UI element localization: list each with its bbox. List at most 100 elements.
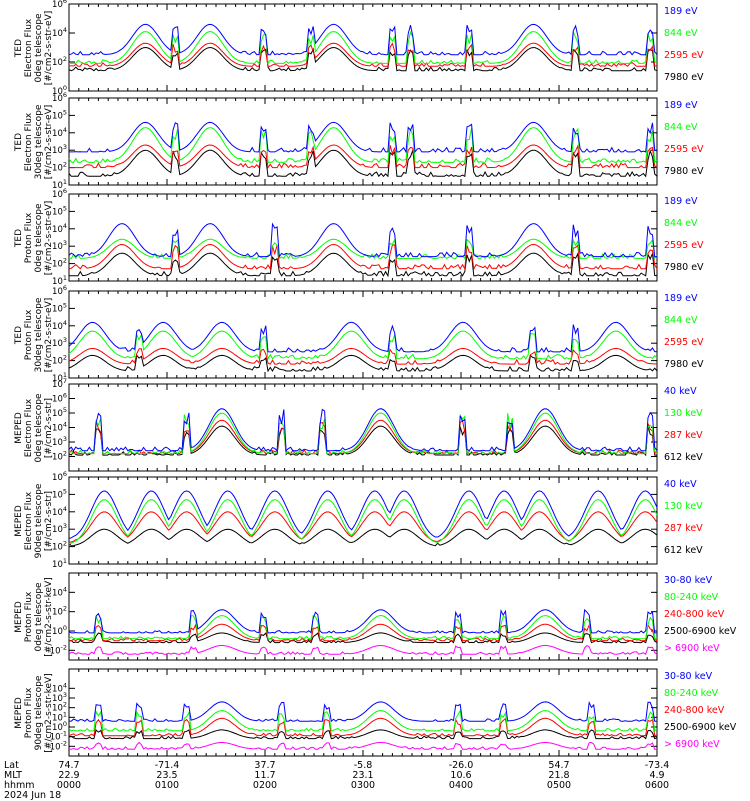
y-tick-label: 102: [52, 55, 67, 68]
legend-entry: 7980 eV: [664, 359, 704, 370]
y-tick-label: 103: [52, 522, 67, 535]
series-line-3-1: [68, 347, 658, 365]
x-tick-label-lat: -71.4: [154, 760, 180, 771]
series-line-5-1: [68, 511, 658, 543]
series-line-4-3: [68, 408, 658, 452]
legend-entry: 7980 eV: [664, 262, 704, 273]
legend-entry: 130 keV: [664, 408, 703, 419]
panel-frame: [68, 668, 658, 757]
series-line-7-4: [68, 700, 657, 723]
ylabel-line: [#/cm2-s-str-eV]: [44, 297, 54, 372]
ylabel-line: 90deg telescope: [34, 483, 44, 558]
x-tick-label-lat: -5.8: [353, 760, 373, 771]
series-line-7-1: [68, 729, 658, 740]
series-line-0-3: [68, 23, 658, 56]
legend-entry: 2595 eV: [664, 144, 704, 155]
x-tick-label-hhmm: 0200: [252, 780, 278, 791]
panel-ylabel: TED Proton Flux 30deg telescope [#/cm2-s-st…: [14, 287, 54, 383]
ylabel-line: Electron Flux: [24, 112, 34, 171]
ylabel-line: Electron Flux: [24, 18, 34, 77]
y-tick-label: 102: [52, 354, 67, 367]
ylabel-line: [#/cm2-s-str-eV]: [44, 104, 54, 179]
legend-entry: 130 keV: [664, 501, 703, 512]
legend-entry: 2500-6900 keV: [664, 722, 737, 733]
series-line-6-0: [68, 644, 658, 655]
y-tick-label: 103: [52, 435, 67, 448]
panel-ylabel: MEPED Electron Flux 90deg telescope [#/cm2-…: [14, 473, 54, 569]
x-axis-row-label: Lat: [4, 760, 19, 771]
legend-entry: 2595 eV: [664, 240, 704, 251]
panel-ylabel: MEPED Proton Flux 0deg telescope [#/cm2-s-s…: [14, 569, 54, 665]
x-tick-label-hhmm: 0100: [154, 780, 180, 791]
series-line-2-2: [68, 238, 658, 260]
x-tick-label-mlt: 21.8: [548, 770, 570, 781]
x-tick-label-lat: -26.0: [448, 760, 474, 771]
x-tick-label-hhmm: 0000: [56, 780, 82, 791]
series-line-6-4: [68, 608, 657, 634]
ylabel-line: [#/cm2-s-str-keV]: [44, 672, 54, 753]
ylabel-line: TED: [14, 325, 24, 344]
legend-entry: 2595 eV: [664, 337, 704, 348]
y-tick-label: 104: [52, 26, 67, 39]
y-tick-label: 105: [52, 406, 67, 419]
x-tick-label-hhmm: 0300: [350, 780, 376, 791]
x-tick-label-mlt: 4.9: [649, 770, 665, 781]
series-line-6-3: [68, 614, 658, 640]
x-tick-label-mlt: 23.5: [156, 770, 178, 781]
series-line-2-1: [68, 243, 658, 271]
y-tick-label: 106: [52, 470, 67, 483]
y-tick-label: 100: [52, 624, 67, 637]
ylabel-line: 0deg telescope: [34, 392, 44, 463]
series-line-6-1: [68, 632, 658, 644]
ylabel-line: [#/cm2-s-str]: [44, 397, 54, 458]
panel-frame: [68, 290, 658, 379]
ylabel-line: Proton Flux: [24, 687, 34, 738]
y-tick-label: 102: [52, 450, 67, 463]
legend-entry: 30-80 keV: [664, 575, 713, 586]
x-tick-label-lat: 54.7: [548, 760, 570, 771]
legend-entry: 844 eV: [664, 122, 698, 133]
ylabel-line: 0deg telescope: [34, 581, 44, 652]
legend-entry: 2595 eV: [664, 50, 704, 61]
ylabel-line: MEPED: [14, 600, 24, 633]
legend-entry: 30-80 keV: [664, 671, 713, 682]
panel-frame: [68, 572, 658, 661]
series-line-7-3: [68, 708, 658, 732]
ylabel-line: Proton Flux: [24, 591, 34, 642]
series-line-7-2: [68, 717, 658, 737]
y-tick-label: 104: [52, 222, 67, 235]
y-tick-label: 106: [52, 392, 67, 405]
ylabel-line: TED: [14, 38, 24, 57]
x-tick-label-mlt: 22.9: [58, 770, 80, 781]
x-tick-label-mlt: 11.7: [254, 770, 276, 781]
panel-ylabel: MEPED Proton Flux 90deg telescope [#/cm2-s-…: [14, 665, 54, 761]
y-tick-label: 104: [52, 319, 67, 332]
x-tick-label-lat: -73.4: [644, 760, 670, 771]
x-tick-label-hhmm: 0500: [546, 780, 572, 791]
series-line-7-0: [68, 741, 657, 751]
legend-entry: 7980 eV: [664, 166, 704, 177]
series-line-5-2: [68, 499, 658, 545]
ylabel-line: 0deg telescope: [34, 202, 44, 273]
y-tick-label: 104: [52, 126, 67, 139]
legend-entry: 189 eV: [664, 100, 698, 111]
y-tick-label: 104: [52, 585, 67, 598]
series-line-1-1: [69, 144, 658, 169]
panel-frame: [68, 383, 658, 472]
y-tick-label: 105: [52, 204, 67, 217]
series-line-2-0: [69, 252, 658, 278]
ylabel-line: Proton Flux: [24, 309, 34, 360]
y-tick-label: 102: [52, 605, 67, 618]
series-line-0-2: [69, 30, 658, 65]
x-tick-label-hhmm: 0400: [448, 780, 474, 791]
series-line-4-0: [68, 425, 657, 457]
y-tick-label: 105: [52, 301, 67, 314]
series-line-0-0: [68, 46, 658, 72]
series-line-3-2: [68, 330, 658, 361]
y-tick-label: 102: [52, 540, 67, 553]
y-tick-label: 103: [52, 143, 67, 156]
y-tick-label: 101: [52, 557, 67, 570]
series-line-3-0: [68, 354, 658, 373]
y-tick-label: 105: [52, 487, 67, 500]
